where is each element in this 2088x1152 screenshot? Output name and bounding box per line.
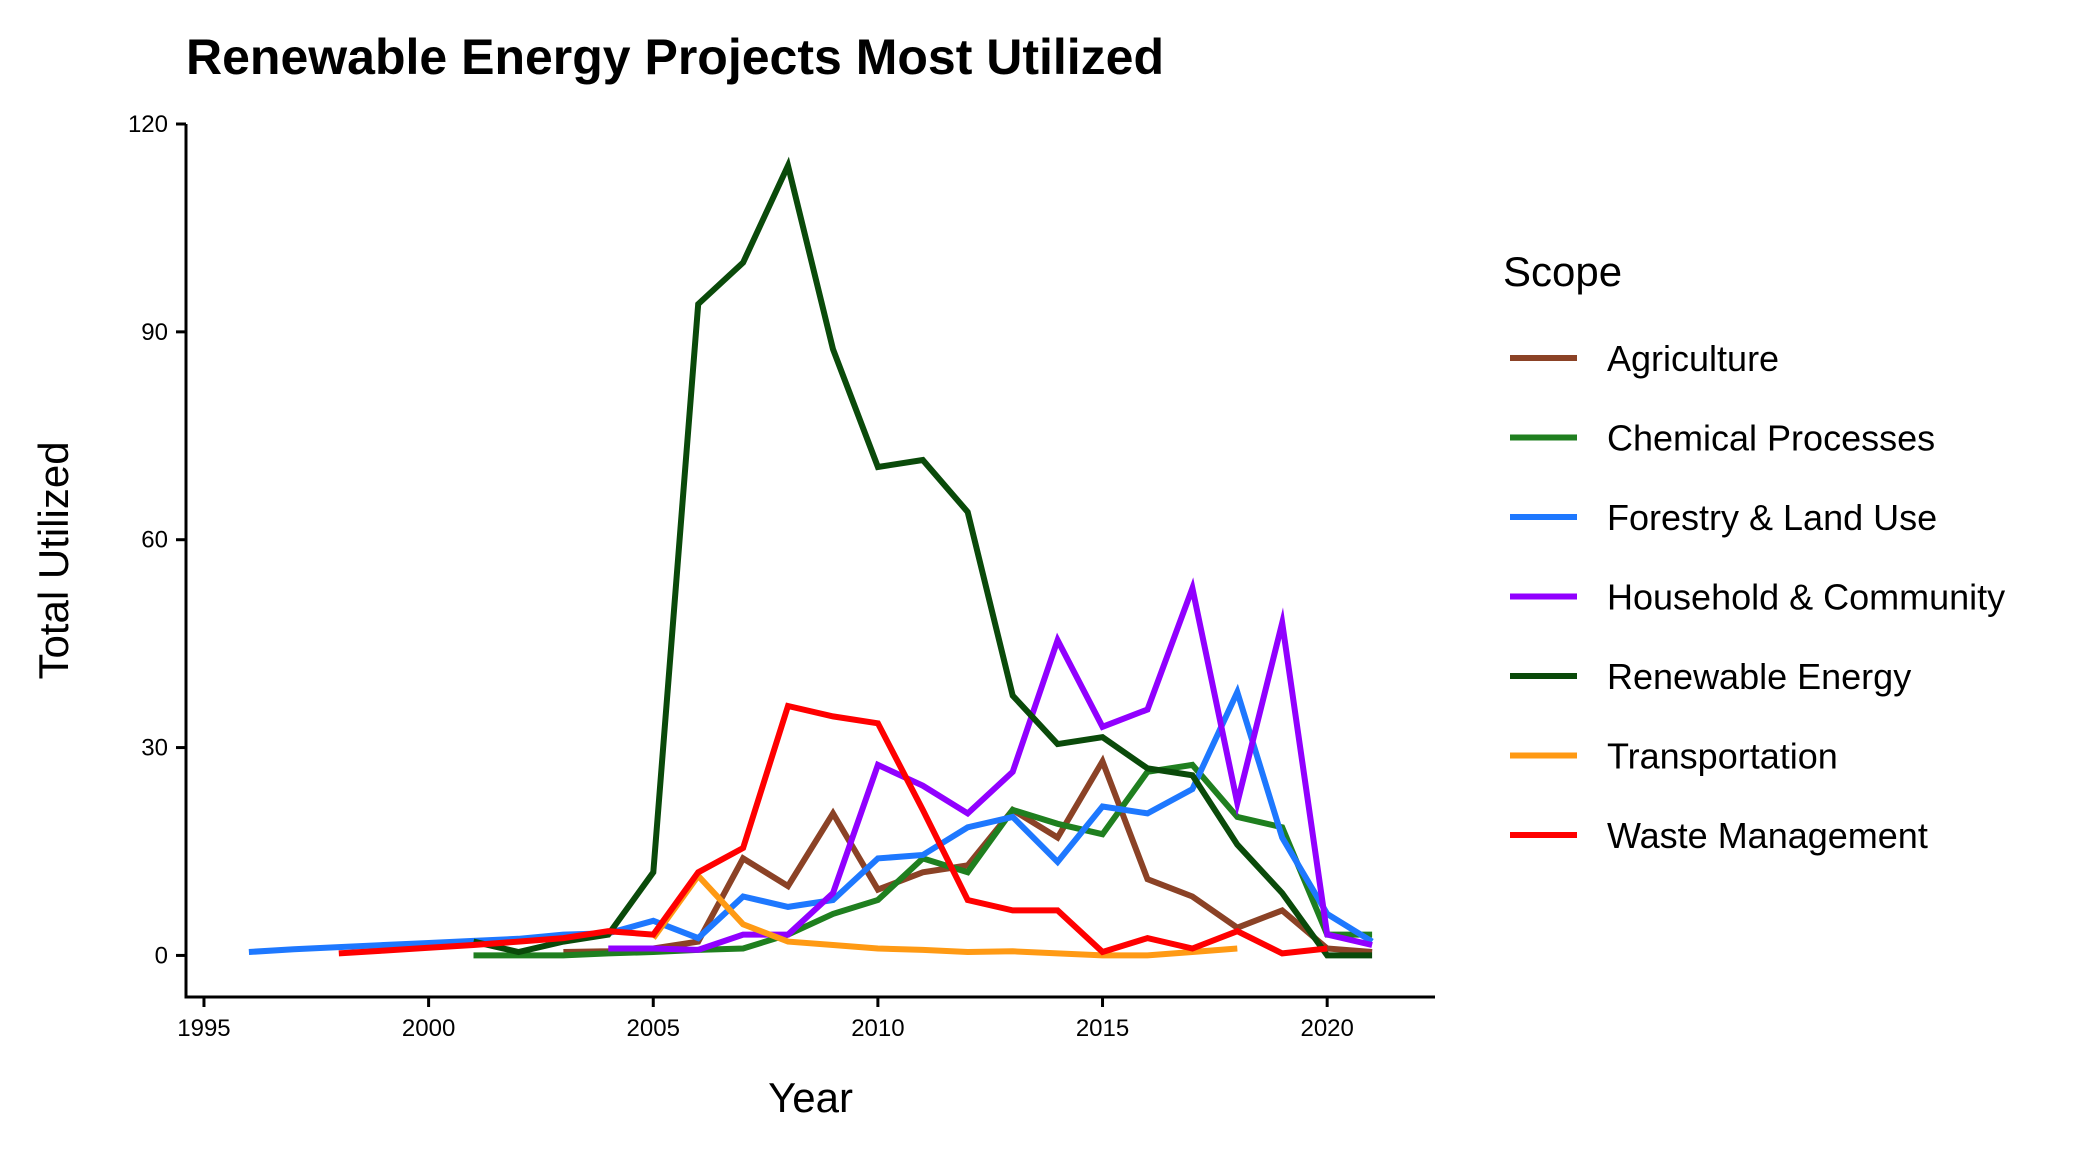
series-line-waste-management — [338, 702, 1328, 957]
x-axis-label: Year — [768, 1074, 853, 1121]
y-axis-label: Total Utilized — [30, 441, 77, 679]
series-line-renewable-energy — [472, 156, 1373, 959]
legend-label-waste-management: Waste Management — [1607, 815, 1928, 856]
series-line-chemical-processes — [473, 761, 1373, 959]
x-tick-label: 2010 — [851, 1015, 904, 1042]
series-line-agriculture — [563, 754, 1373, 955]
legend-label-forestry-land-use: Forestry & Land Use — [1607, 497, 1937, 538]
legend: Scope Agriculture Chemical Processes Forest… — [1503, 248, 2005, 856]
series-line-forestry-land-use — [248, 683, 1374, 955]
axes: 0 30 60 90 120 1995 2000 2005 2010 2015 2020 — [128, 111, 1435, 1042]
y-tick-label: 30 — [141, 735, 168, 762]
x-tick-label: 1995 — [177, 1015, 230, 1042]
series-line-transportation — [650, 871, 1238, 959]
y-tick-label: 90 — [141, 319, 168, 346]
y-tick-label: 60 — [141, 527, 168, 554]
y-tick-label: 0 — [155, 942, 168, 969]
y-tick-label: 120 — [128, 111, 168, 138]
series-lines — [248, 156, 1374, 959]
legend-label-chemical-processes: Chemical Processes — [1607, 418, 1935, 459]
x-tick-label: 2005 — [627, 1015, 680, 1042]
legend-label-renewable-energy: Renewable Energy — [1607, 656, 1911, 697]
chart-title: Renewable Energy Projects Most Utilized — [186, 29, 1165, 85]
legend-label-agriculture: Agriculture — [1607, 338, 1779, 379]
legend-label-transportation: Transportation — [1607, 736, 1838, 777]
x-tick-label: 2015 — [1076, 1015, 1129, 1042]
x-tick-label: 2000 — [402, 1015, 455, 1042]
series-line-household-community — [608, 577, 1373, 953]
legend-label-household-community: Household & Community — [1607, 577, 2005, 618]
x-tick-label: 2020 — [1300, 1015, 1353, 1042]
legend-title: Scope — [1503, 248, 1622, 295]
